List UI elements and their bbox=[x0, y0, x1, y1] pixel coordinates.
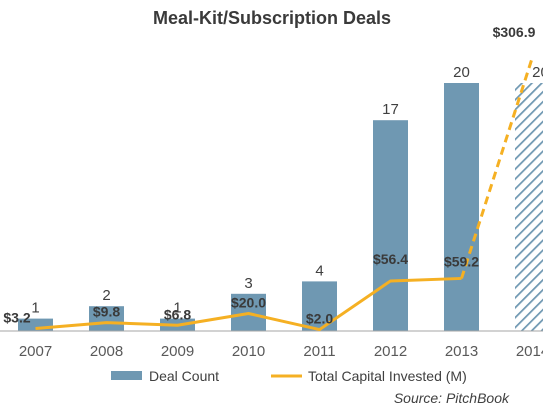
capital-label-2007: $3.2 bbox=[3, 310, 30, 326]
count-label-2013: 20 bbox=[453, 64, 470, 81]
count-label-2007: 1 bbox=[31, 300, 39, 317]
source-note: Source: PitchBook bbox=[394, 390, 510, 406]
bar-2012 bbox=[373, 120, 408, 331]
count-label-2011: 4 bbox=[315, 262, 323, 279]
count-label-2014: 20 bbox=[532, 64, 543, 81]
capital-line bbox=[35, 56, 534, 332]
x-tick-2012: 2012 bbox=[374, 343, 407, 360]
bar-2014 bbox=[515, 83, 543, 331]
bar-2008 bbox=[89, 306, 124, 331]
capital-label-2008: $9.8 bbox=[93, 304, 120, 320]
count-label-2010: 3 bbox=[244, 275, 252, 292]
count-label-2008: 2 bbox=[102, 287, 110, 304]
legend-bar-swatch bbox=[111, 371, 142, 380]
legend: Deal Count Total Capital Invested (M) bbox=[111, 368, 467, 384]
x-tick-2014: 2014 bbox=[516, 343, 543, 360]
x-axis-ticks: 2007 2008 2009 2010 2011 2012 2013 2014 bbox=[19, 343, 543, 360]
x-tick-2008: 2008 bbox=[90, 343, 123, 360]
count-label-2009: 1 bbox=[173, 300, 181, 317]
capital-label-2010: $20.0 bbox=[231, 294, 266, 310]
deal-count-labels: 1 2 1 3 4 17 20 20 bbox=[31, 64, 543, 317]
capital-label-2009: $6.8 bbox=[164, 306, 191, 322]
capital-label-2011: $2.0 bbox=[306, 311, 333, 327]
capital-labels: $3.2 $9.8 $6.8 $20.0 $2.0 $56.4 $59.2 $306.9 bbox=[3, 24, 535, 327]
legend-capital: Total Capital Invested (M) bbox=[308, 368, 467, 384]
capital-label-2014: $306.9 bbox=[493, 24, 536, 40]
capital-label-2013: $59.2 bbox=[444, 253, 479, 269]
legend-deal-count: Deal Count bbox=[149, 368, 219, 384]
bar-2013 bbox=[444, 83, 479, 331]
deal-count-bars bbox=[18, 83, 543, 331]
capital-label-2012: $56.4 bbox=[373, 251, 408, 267]
count-label-2012: 17 bbox=[382, 101, 399, 118]
x-tick-2009: 2009 bbox=[161, 343, 194, 360]
x-tick-2007: 2007 bbox=[19, 343, 52, 360]
x-tick-2011: 2011 bbox=[303, 343, 335, 360]
chart-title: Meal-Kit/Subscription Deals bbox=[153, 8, 391, 28]
x-tick-2013: 2013 bbox=[445, 343, 478, 360]
capital-line-solid bbox=[35, 276, 462, 332]
x-tick-2010: 2010 bbox=[232, 343, 265, 360]
